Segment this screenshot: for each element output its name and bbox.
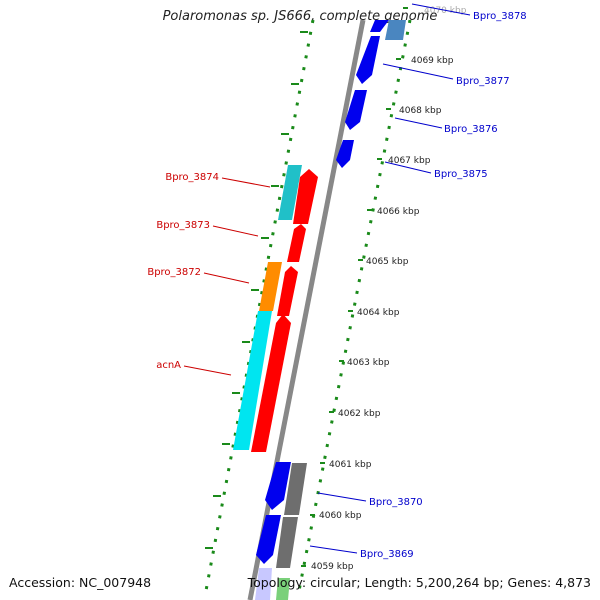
scale-ticks: 4059 kbp 4060 kbp 4061 kbp 4062 kbp 4063… bbox=[301, 6, 467, 572]
topology-label: Topology: circular; Length: 5,200,264 bp… bbox=[247, 575, 591, 590]
outer-track-ticks bbox=[205, 31, 308, 549]
scale-tick-label: 4068 kbp bbox=[399, 106, 442, 116]
gene-label-bpro-3876[interactable]: Bpro_3876 bbox=[444, 124, 498, 135]
feature-bpro-3878-blue[interactable] bbox=[370, 20, 389, 32]
feature-bpro-3869-blue[interactable] bbox=[256, 515, 281, 564]
feature-bpro-3874-red[interactable] bbox=[293, 169, 318, 224]
feature-bottom-green bbox=[276, 578, 290, 600]
feature-bottom-lavender bbox=[255, 568, 272, 600]
feature-bpro-3878-steel[interactable] bbox=[385, 20, 406, 40]
right-labels: Bpro_3878 Bpro_3877 Bpro_3876 Bpro_3875 … bbox=[309, 3, 527, 560]
scale-tick-label: 4065 kbp bbox=[366, 257, 409, 267]
feature-bpro-3870-blue[interactable] bbox=[265, 462, 291, 510]
gene-label-bpro-3874[interactable]: Bpro_3874 bbox=[165, 172, 219, 183]
feature-acnA-cyan[interactable] bbox=[233, 311, 272, 450]
gene-label-bpro-3875[interactable]: Bpro_3875 bbox=[434, 169, 488, 180]
gene-label-bpro-3877[interactable]: Bpro_3877 bbox=[456, 76, 510, 87]
gene-label-bpro-3872[interactable]: Bpro_3872 bbox=[147, 267, 201, 278]
gene-label-bpro-3878[interactable]: Bpro_3878 bbox=[473, 11, 527, 22]
feature-bpro-3869-gray[interactable] bbox=[276, 517, 298, 568]
gene-label-bpro-3869[interactable]: Bpro_3869 bbox=[360, 549, 414, 560]
inner-dotted-track bbox=[296, 19, 412, 597]
scale-tick-label: 4061 kbp bbox=[329, 460, 372, 470]
scale-tick-label: 4064 kbp bbox=[357, 308, 400, 318]
feature-bpro-3877-blue[interactable] bbox=[356, 36, 380, 84]
feature-bpro-3872-red[interactable] bbox=[277, 266, 298, 316]
accession-label: Accession: NC_007948 bbox=[9, 575, 152, 590]
scale-tick-label: 4062 kbp bbox=[338, 409, 381, 419]
feature-bpro-3870-gray[interactable] bbox=[284, 463, 307, 515]
gene-label-bpro-3870[interactable]: Bpro_3870 bbox=[369, 497, 423, 508]
feature-acnA-red[interactable] bbox=[251, 314, 291, 452]
gene-label-bpro-3873[interactable]: Bpro_3873 bbox=[156, 220, 210, 231]
scale-tick-label: 4070 kbp bbox=[424, 6, 467, 16]
feature-bpro-3874-teal[interactable] bbox=[278, 165, 302, 220]
outer-dotted-track bbox=[203, 19, 315, 597]
map-title: Polaromonas sp. JS666, complete genome bbox=[162, 9, 438, 24]
gene-label-acnA[interactable]: acnA bbox=[156, 360, 181, 371]
feature-bpro-3872-orange[interactable] bbox=[259, 262, 282, 311]
scale-tick-label: 4059 kbp bbox=[311, 562, 354, 572]
scale-tick-label: 4066 kbp bbox=[377, 207, 420, 217]
scale-tick-label: 4063 kbp bbox=[347, 358, 390, 368]
feature-bpro-3875-blue[interactable] bbox=[336, 140, 354, 168]
feature-bpro-3873-red[interactable] bbox=[287, 224, 306, 262]
feature-bpro-3876-blue[interactable] bbox=[345, 90, 367, 130]
scale-tick-label: 4069 kbp bbox=[411, 56, 454, 66]
left-labels: Bpro_3874 Bpro_3873 Bpro_3872 acnA bbox=[147, 172, 271, 376]
scale-tick-label: 4067 kbp bbox=[388, 156, 431, 166]
scale-tick-label: 4060 kbp bbox=[319, 511, 362, 521]
